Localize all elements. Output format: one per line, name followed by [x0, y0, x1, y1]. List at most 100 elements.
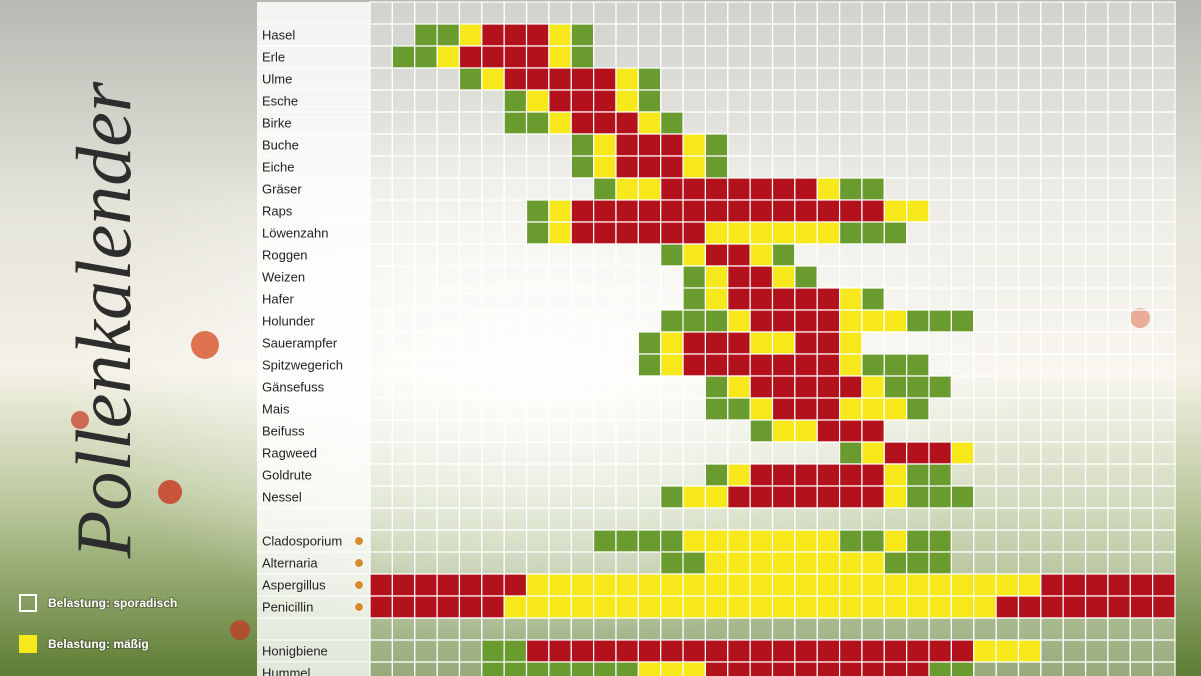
row-label: Raps — [262, 203, 293, 218]
pollen-cell — [883, 199, 908, 223]
pollen-cell — [771, 309, 796, 333]
empty-cell — [973, 507, 997, 531]
empty-cell — [1017, 45, 1042, 69]
empty-cell — [727, 89, 751, 113]
empty-cell — [1040, 397, 1064, 421]
empty-cell — [369, 397, 393, 421]
empty-cell — [928, 111, 952, 135]
empty-cell — [615, 331, 639, 355]
pollen-cell — [861, 595, 885, 619]
empty-cell — [1084, 111, 1109, 135]
empty-cell — [1129, 529, 1154, 553]
empty-cell — [436, 133, 461, 157]
empty-cell — [1084, 331, 1109, 355]
pollen-cell — [771, 287, 796, 311]
pollen-cell — [637, 67, 662, 91]
empty-cell — [1129, 45, 1154, 69]
pollen-cell — [861, 177, 885, 201]
pollen-cell — [1107, 595, 1131, 619]
empty-cell — [525, 243, 550, 267]
empty-cell — [1107, 529, 1131, 553]
pollen-cell — [771, 265, 796, 289]
empty-cell — [414, 199, 438, 223]
pollen-cell — [525, 23, 550, 47]
row-label: Nessel — [262, 489, 302, 504]
empty-cell — [1152, 397, 1176, 421]
empty-cell — [593, 353, 617, 377]
row-label: Gräser — [262, 181, 302, 196]
row-label: Buche — [262, 137, 299, 152]
pollen-cell — [615, 155, 639, 179]
pollen-cell — [727, 221, 751, 245]
pollen-cell — [593, 221, 617, 245]
empty-cell — [1152, 133, 1176, 157]
empty-cell — [1084, 155, 1109, 179]
empty-cell — [391, 111, 416, 135]
empty-cell — [995, 89, 1020, 113]
empty-cell — [458, 133, 483, 157]
empty-cell — [414, 507, 438, 531]
pollen-cell — [704, 243, 729, 267]
empty-cell — [950, 419, 975, 443]
empty-cell — [414, 617, 438, 641]
pollen-cell — [570, 89, 595, 113]
empty-cell — [928, 353, 952, 377]
empty-cell — [1084, 661, 1109, 676]
empty-cell — [414, 287, 438, 311]
empty-cell — [1152, 221, 1176, 245]
pollen-cell — [593, 199, 617, 223]
empty-cell — [861, 243, 885, 267]
poppy — [191, 331, 219, 359]
empty-cell — [995, 661, 1020, 676]
pollen-cell — [369, 573, 393, 597]
empty-cell — [458, 287, 483, 311]
empty-cell — [1107, 133, 1131, 157]
empty-cell — [503, 331, 528, 355]
pollen-cell — [906, 551, 930, 575]
empty-cell — [1040, 1, 1064, 25]
empty-cell — [1062, 45, 1087, 69]
empty-cell — [414, 265, 438, 289]
pollen-cell — [928, 573, 952, 597]
empty-cell — [1129, 375, 1154, 399]
pollen-cell — [749, 243, 774, 267]
pollen-cell — [727, 265, 751, 289]
empty-cell — [682, 617, 707, 641]
pollen-cell — [1017, 639, 1042, 663]
empty-cell — [1084, 45, 1109, 69]
empty-cell — [660, 617, 684, 641]
empty-cell — [973, 441, 997, 465]
empty-cell — [1017, 485, 1042, 509]
pollen-cell — [503, 111, 528, 135]
empty-cell — [1084, 23, 1109, 47]
empty-cell — [414, 155, 438, 179]
empty-cell — [503, 133, 528, 157]
empty-cell — [570, 353, 595, 377]
empty-cell — [414, 485, 438, 509]
pollen-cell — [414, 595, 438, 619]
pollen-cell — [660, 529, 684, 553]
pollen-cell — [682, 309, 707, 333]
empty-cell — [727, 441, 751, 465]
empty-cell — [525, 507, 550, 531]
pollen-cell — [749, 287, 774, 311]
empty-cell — [950, 617, 975, 641]
empty-cell — [615, 353, 639, 377]
empty-cell — [1084, 419, 1109, 443]
empty-cell — [1084, 463, 1109, 487]
pollen-cell — [816, 661, 841, 676]
empty-cell — [1152, 45, 1176, 69]
pollen-cell — [660, 551, 684, 575]
empty-cell — [414, 243, 438, 267]
row-label: Honigbiene — [262, 643, 328, 658]
empty-cell — [458, 529, 483, 553]
legend: Belastung: sporadisch Belastung: mäßig — [19, 594, 178, 653]
empty-cell — [928, 45, 952, 69]
empty-cell — [1107, 199, 1131, 223]
pollen-cell — [570, 595, 595, 619]
empty-cell — [570, 243, 595, 267]
empty-cell — [973, 67, 997, 91]
empty-cell — [816, 111, 841, 135]
pollen-cell — [749, 639, 774, 663]
pollen-cell — [838, 199, 863, 223]
